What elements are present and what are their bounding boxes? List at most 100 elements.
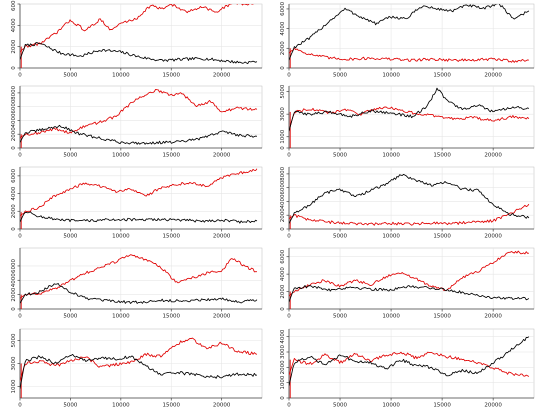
series-line-black xyxy=(289,336,530,386)
y-tick-label: 6000 xyxy=(280,1,286,15)
y-tick-label: 2000 xyxy=(11,287,17,301)
x-tick-label: 10000 xyxy=(112,73,130,79)
x-tick-label: 10000 xyxy=(382,73,400,79)
x-tick-label: 20000 xyxy=(213,234,231,240)
y-tick-label: 6000 xyxy=(280,249,286,263)
plot-area xyxy=(288,166,535,230)
plot-area xyxy=(288,247,535,310)
series-line-red xyxy=(289,106,530,132)
y-tick-label: 0 xyxy=(280,307,286,311)
x-tick-label: 10000 xyxy=(112,403,130,408)
x-tick-label: 5000 xyxy=(333,314,347,320)
x-tick-label: 0 xyxy=(287,73,291,79)
x-tick-label: 5000 xyxy=(63,73,77,79)
x-tick-label: 5000 xyxy=(333,403,347,408)
x-tick-label: 0 xyxy=(18,314,22,320)
y-tick-label: 3000 xyxy=(280,345,286,359)
y-tick-label: 2000 xyxy=(11,204,17,218)
y-tick-label: 4000 xyxy=(280,329,286,343)
panel-r5c1: 0 5000 10000 15000 20000 1000 3000 5000 xyxy=(11,328,263,408)
x-tick-label: 20000 xyxy=(213,153,231,159)
series-line-black xyxy=(20,283,258,304)
x-tick-label: 5000 xyxy=(333,234,347,240)
y-tick-label: 2000 xyxy=(280,360,286,374)
y-tick-label: 0 xyxy=(11,227,17,231)
panel-r1c2: 0 5000 10000 15000 20000 0 2000 4000 6000 xyxy=(280,1,535,79)
x-tick-label: 10000 xyxy=(382,234,400,240)
series-line-black xyxy=(289,87,530,132)
y-tick-label: 4000 xyxy=(280,194,286,208)
x-tick-label: 0 xyxy=(18,234,22,240)
y-tick-label: 1000 xyxy=(11,379,17,393)
x-tick-label: 10000 xyxy=(382,153,400,159)
series-line-red xyxy=(20,254,257,299)
x-tick-label: 5000 xyxy=(333,153,347,159)
y-tick-label: 0 xyxy=(280,396,286,400)
series-line-red xyxy=(20,337,258,381)
x-tick-label: 15000 xyxy=(163,314,181,320)
x-tick-label: 5000 xyxy=(333,73,347,79)
series-line-black xyxy=(20,42,258,65)
x-tick-label: 5000 xyxy=(63,153,77,159)
y-tick-label: 0 xyxy=(11,66,17,70)
y-tick-label: 6000 xyxy=(11,99,17,113)
y-tick-label: 3000 xyxy=(11,356,17,370)
panel-r3c1: 0 5000 10000 15000 20000 0 2000 4000 6000 xyxy=(11,166,263,240)
x-tick-label: 15000 xyxy=(163,234,181,240)
x-tick-label: 0 xyxy=(18,403,22,408)
x-tick-label: 20000 xyxy=(484,314,502,320)
x-tick-label: 15000 xyxy=(433,403,451,408)
x-tick-label: 0 xyxy=(287,403,291,408)
x-tick-label: 0 xyxy=(18,153,22,159)
plot-area xyxy=(288,328,535,399)
series-line-red xyxy=(289,250,529,297)
x-tick-label: 10000 xyxy=(382,314,400,320)
series-line-black xyxy=(289,285,530,303)
y-tick-label: 6000 xyxy=(11,258,17,272)
y-tick-label: 2000 xyxy=(280,284,286,298)
y-tick-label: 4000 xyxy=(280,21,286,35)
x-tick-label: 10000 xyxy=(382,403,400,408)
x-tick-label: 15000 xyxy=(433,234,451,240)
x-tick-label: 10000 xyxy=(112,153,130,159)
y-tick-label: 4000 xyxy=(11,273,17,287)
series-line-black xyxy=(289,173,530,224)
x-tick-label: 20000 xyxy=(213,73,231,79)
y-tick-label: 0 xyxy=(11,307,17,311)
y-tick-label: 1000 xyxy=(280,375,286,389)
x-tick-label: 0 xyxy=(287,153,291,159)
y-tick-label: 2000 xyxy=(280,208,286,222)
y-tick-label: 0 xyxy=(11,146,17,150)
series-line-black xyxy=(289,4,530,61)
plot-area xyxy=(19,3,263,69)
x-tick-label: 20000 xyxy=(484,234,502,240)
y-tick-label: 0 xyxy=(280,227,286,231)
panel-r1c1: 0 5000 10000 15000 20000 0 2000 4000 6000 xyxy=(11,0,263,79)
x-tick-label: 10000 xyxy=(112,234,130,240)
series-line-red xyxy=(20,88,258,139)
y-tick-label: 4000 xyxy=(11,113,17,127)
x-tick-label: 15000 xyxy=(163,403,181,408)
plot-area xyxy=(19,85,263,149)
x-tick-label: 15000 xyxy=(163,153,181,159)
series-line-red xyxy=(289,203,530,226)
x-tick-label: 20000 xyxy=(484,403,502,408)
y-tick-label: 0 xyxy=(280,66,286,70)
y-tick-label: 2000 xyxy=(11,127,17,141)
x-tick-label: 15000 xyxy=(163,73,181,79)
x-tick-label: 5000 xyxy=(63,234,77,240)
series-line-black xyxy=(20,211,258,224)
x-tick-label: 15000 xyxy=(433,314,451,320)
x-tick-label: 0 xyxy=(18,73,22,79)
x-tick-label: 5000 xyxy=(63,314,77,320)
y-tick-label: 8000 xyxy=(11,85,17,99)
y-tick-label: 5000 xyxy=(11,333,17,347)
y-tick-label: 6000 xyxy=(11,168,17,182)
y-tick-label: 2000 xyxy=(11,39,17,53)
